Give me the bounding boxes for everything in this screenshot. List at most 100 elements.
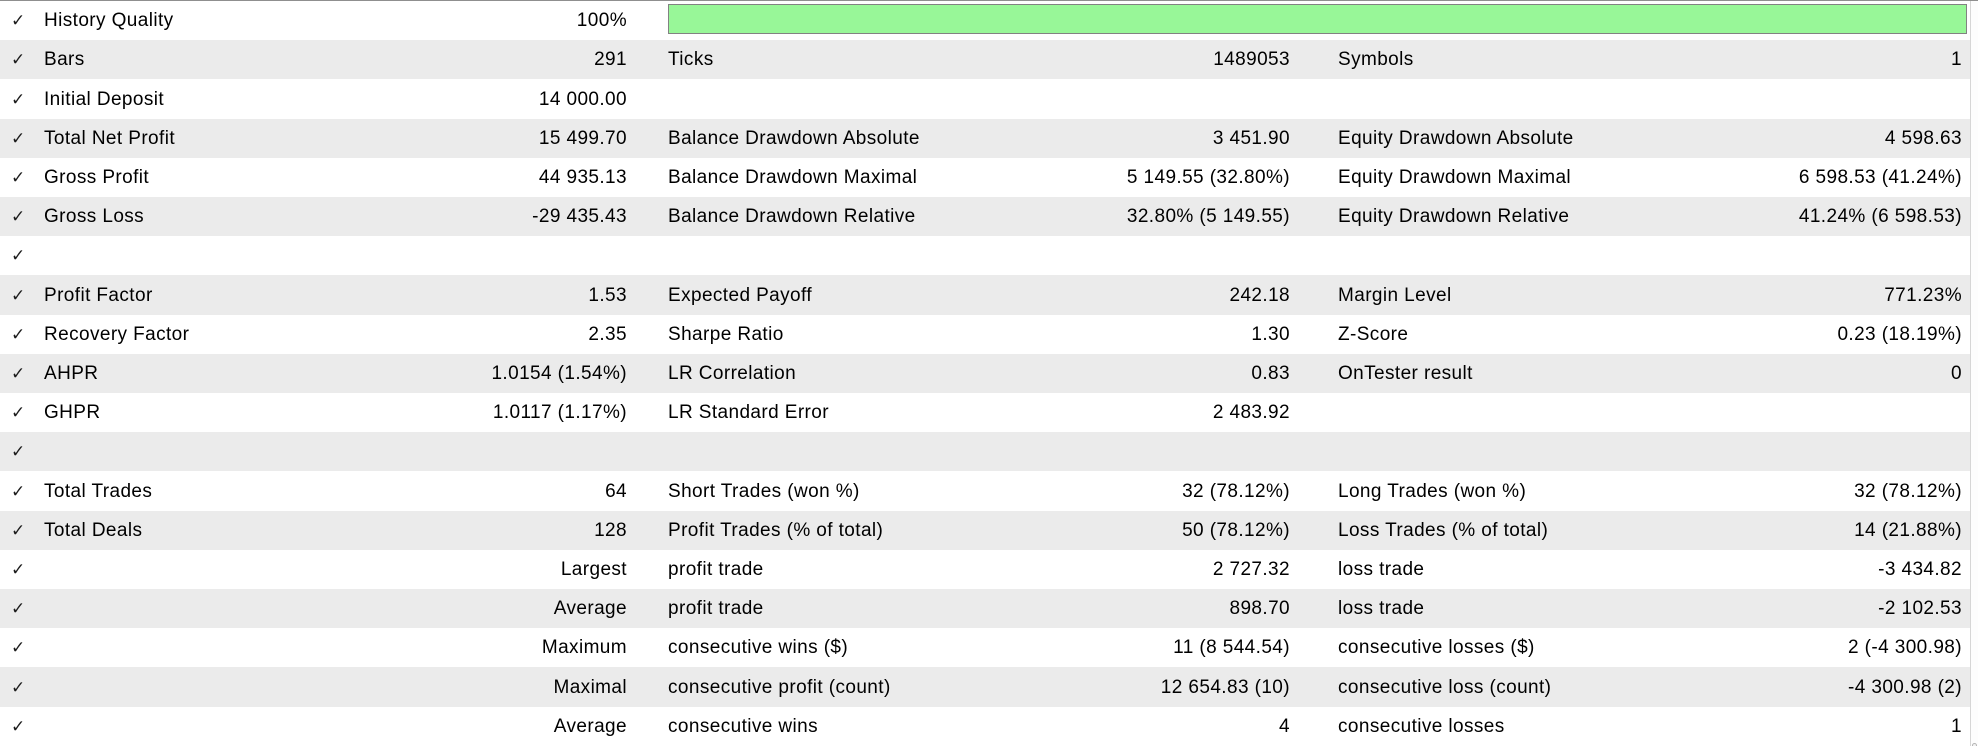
metric-label: Profit Factor: [44, 284, 153, 306]
check-icon: ✓: [11, 50, 26, 70]
metric-label: AHPR: [44, 362, 99, 384]
metric-label: consecutive profit (count): [668, 676, 891, 698]
check-icon: ✓: [11, 11, 26, 31]
metric-label: profit trade: [668, 598, 764, 620]
metric-label: Ticks: [668, 49, 714, 71]
metric-label: Total Trades: [44, 480, 153, 502]
metric-value: 0.83: [1251, 362, 1290, 384]
metric-label: Margin Level: [1338, 284, 1452, 306]
metric-value: 128: [594, 519, 627, 541]
metric-label: Equity Drawdown Absolute: [1338, 127, 1574, 149]
metric-value: 100%: [576, 10, 627, 32]
table-row[interactable]: ✓ Largest profit trade 2 727.32 loss tra…: [0, 549, 1970, 590]
table-row[interactable]: ✓ GHPR 1.0117 (1.17%) LR Standard Error …: [0, 393, 1970, 433]
metric-label: Expected Payoff: [668, 284, 813, 306]
check-icon: ✓: [11, 638, 26, 658]
metric-value: -4 300.98 (2): [1848, 676, 1962, 698]
metric-value: 0.23 (18.19%): [1837, 323, 1962, 345]
table-row[interactable]: ✓ Maximal consecutive profit (count) 12 …: [0, 667, 1970, 707]
check-icon: ✓: [11, 363, 26, 383]
check-icon: ✓: [11, 285, 26, 305]
metric-label: profit trade: [668, 558, 764, 580]
metric-label: loss trade: [1338, 558, 1425, 580]
table-row[interactable]: ✓ Recovery Factor 2.35 Sharpe Ratio 1.30…: [0, 314, 1970, 354]
metric-value: -3 434.82: [1878, 558, 1962, 580]
metric-value: 1.0117 (1.17%): [492, 402, 627, 424]
check-icon: ✓: [11, 677, 26, 697]
metric-value: 14 (21.88%): [1854, 519, 1962, 541]
metric-value: Largest: [560, 558, 627, 580]
metric-label: loss trade: [1338, 598, 1425, 620]
table-row[interactable]: ✓ Average profit trade 898.70 loss trade…: [0, 589, 1970, 629]
metric-value: 3 451.90: [1212, 127, 1290, 149]
check-icon: ✓: [11, 167, 26, 187]
metric-value: 15 499.70: [538, 127, 627, 149]
metric-label: Gross Profit: [44, 166, 150, 188]
check-icon: ✓: [11, 324, 26, 344]
table-row[interactable]: ✓ Gross Loss -29 435.43 Balance Drawdown…: [0, 197, 1970, 237]
metric-label: LR Correlation: [668, 362, 797, 384]
metric-label: GHPR: [44, 402, 101, 424]
table-row[interactable]: ✓ Maximum consecutive wins ($) 11 (8 544…: [0, 628, 1970, 668]
check-icon: ✓: [11, 89, 26, 109]
metric-label: consecutive losses: [1338, 715, 1505, 737]
metric-label: Balance Drawdown Maximal: [668, 166, 918, 188]
check-icon: ✓: [11, 128, 26, 148]
metric-value: 6 598.53 (41.24%): [1798, 166, 1962, 188]
metric-value: -29 435.43: [532, 206, 627, 228]
metric-label: Symbols: [1338, 49, 1414, 71]
table-row[interactable]: ✓: [0, 236, 1970, 276]
check-icon: ✓: [11, 207, 26, 227]
metric-value: 2.35: [588, 323, 627, 345]
scrollbar-thumb[interactable]: [1972, 743, 1977, 746]
metric-value: 12 654.83 (10): [1160, 676, 1290, 698]
metric-value: 64: [605, 480, 627, 502]
metric-label: consecutive wins ($): [668, 637, 849, 659]
metric-value: 5 149.55 (32.80%): [1126, 166, 1290, 188]
metric-label: LR Standard Error: [668, 402, 829, 424]
metric-label: Recovery Factor: [44, 323, 190, 345]
table-row[interactable]: ✓: [0, 432, 1970, 472]
table-row[interactable]: ✓ AHPR 1.0154 (1.54%) LR Correlation 0.8…: [0, 353, 1970, 394]
metric-value: 2 727.32: [1212, 558, 1290, 580]
table-row[interactable]: ✓ Total Deals 128 Profit Trades (% of to…: [0, 510, 1970, 550]
metric-value: 14 000.00: [538, 88, 627, 110]
table-row[interactable]: ✓ History Quality 100%: [0, 1, 1970, 41]
table-row[interactable]: ✓ Average consecutive wins 4 consecutive…: [0, 706, 1970, 746]
metric-label: consecutive losses ($): [1338, 637, 1535, 659]
metric-value: 771.23%: [1884, 284, 1962, 306]
metric-label: Balance Drawdown Absolute: [668, 127, 920, 149]
check-icon: ✓: [11, 599, 26, 619]
table-row[interactable]: ✓ Initial Deposit 14 000.00: [0, 79, 1970, 119]
table-row[interactable]: ✓ Gross Profit 44 935.13 Balance Drawdow…: [0, 157, 1970, 198]
table-row[interactable]: ✓ Profit Factor 1.53 Expected Payoff 242…: [0, 275, 1970, 315]
table-row[interactable]: ✓ Total Net Profit 15 499.70 Balance Dra…: [0, 118, 1970, 158]
check-icon: ✓: [11, 481, 26, 501]
table-row[interactable]: ✓ Total Trades 64 Short Trades (won %) 3…: [0, 471, 1970, 511]
metric-label: Loss Trades (% of total): [1338, 519, 1549, 541]
metric-value: 1.53: [588, 284, 627, 306]
vertical-scrollbar[interactable]: [1970, 1, 1978, 746]
table-row[interactable]: ✓ Bars 291 Ticks 1489053 Symbols 1: [0, 40, 1970, 80]
metric-label: consecutive loss (count): [1338, 676, 1552, 698]
metric-label: History Quality: [44, 10, 174, 32]
metric-value: 2 (-4 300.98): [1848, 637, 1962, 659]
metric-label: Equity Drawdown Relative: [1338, 206, 1570, 228]
metric-value: 291: [594, 49, 627, 71]
metric-value: 1.0154 (1.54%): [491, 362, 627, 384]
check-icon: ✓: [11, 246, 26, 266]
metric-label: Profit Trades (% of total): [668, 519, 884, 541]
metric-label: Sharpe Ratio: [668, 323, 784, 345]
metric-value: 0: [1951, 362, 1962, 384]
metric-label: Z-Score: [1338, 323, 1409, 345]
metric-value: 44 935.13: [538, 166, 627, 188]
metric-label: OnTester result: [1338, 362, 1473, 384]
metric-label: Gross Loss: [44, 206, 145, 228]
metric-value: 32 (78.12%): [1854, 480, 1962, 502]
metric-value: Maximal: [553, 676, 627, 698]
metric-label: Total Net Profit: [44, 127, 176, 149]
check-icon: ✓: [11, 716, 26, 736]
metric-value: 4 598.63: [1884, 127, 1962, 149]
metric-value: 50 (78.12%): [1182, 519, 1290, 541]
